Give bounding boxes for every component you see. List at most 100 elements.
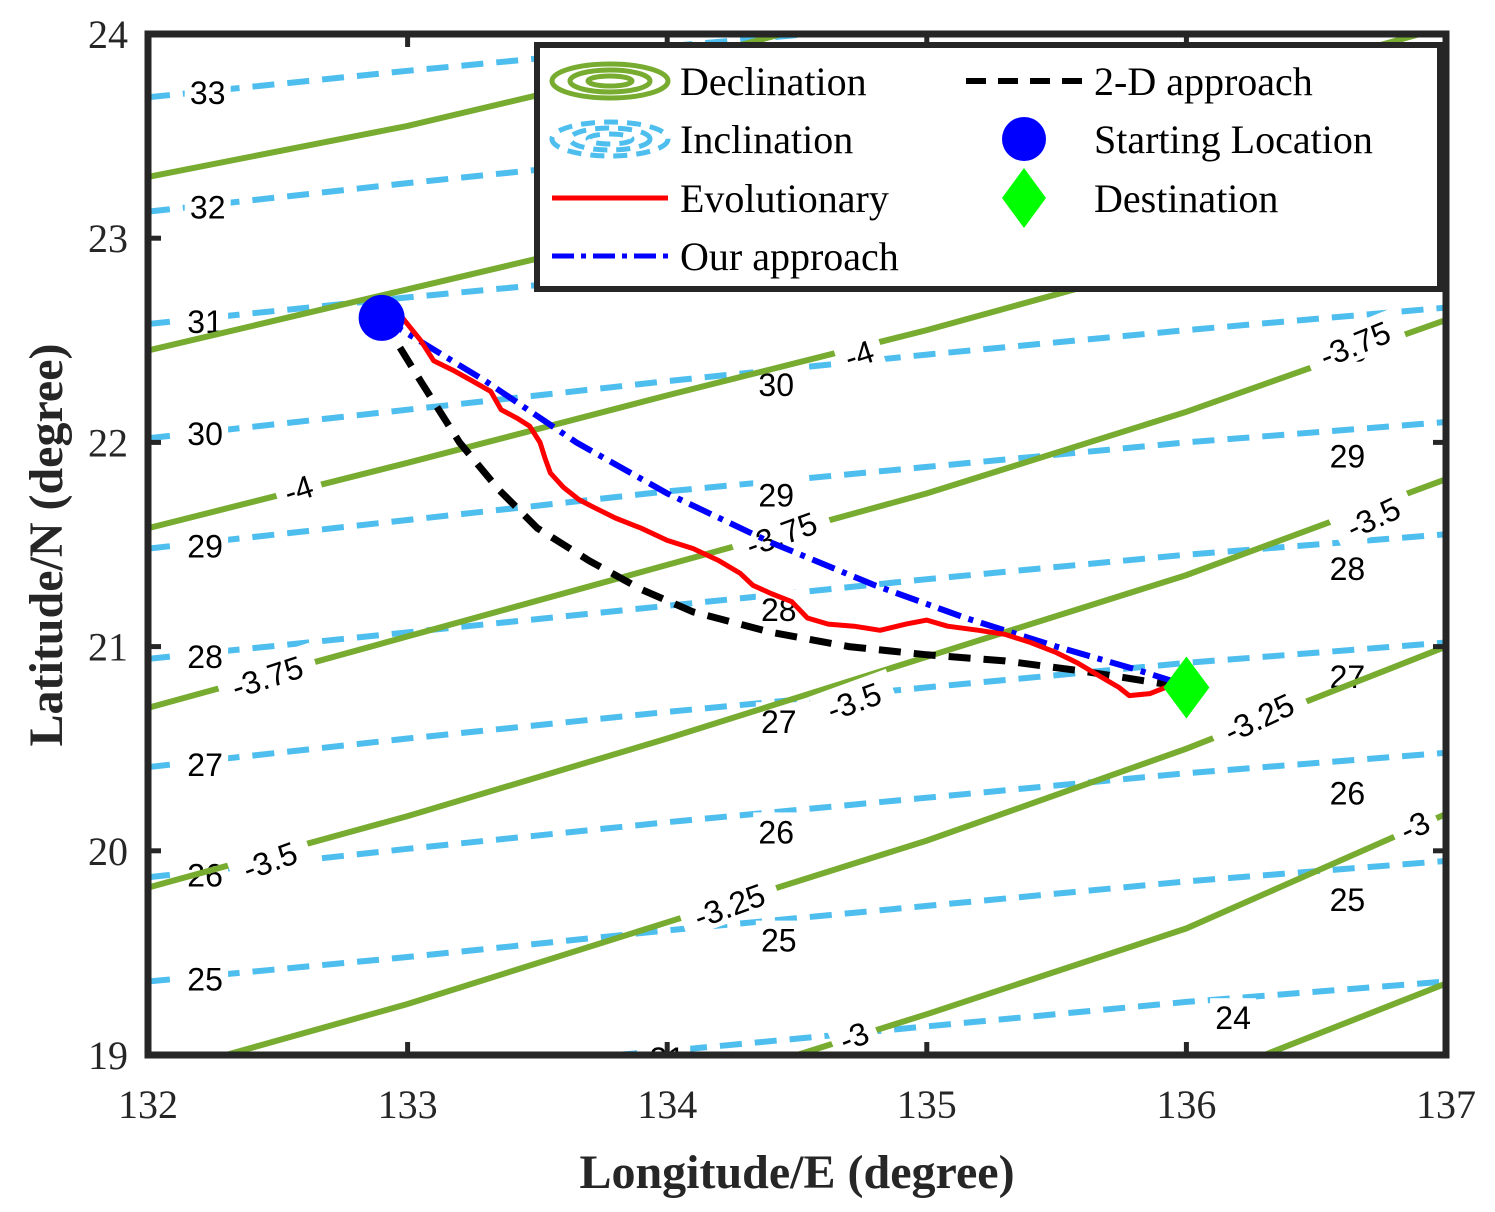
inclination-label-3: 30	[187, 416, 223, 452]
inclination-label-5: 28	[187, 639, 223, 675]
inclination-label-8-group: 25	[182, 959, 229, 997]
declination-label-7-background	[1205, 678, 1312, 754]
legend-swatch-starting-location	[1002, 117, 1046, 161]
x-tick-label: 132	[118, 1082, 178, 1127]
inclination-label-6: 27	[187, 747, 223, 783]
inclination-label-15-background	[1210, 998, 1257, 1035]
inclination-label-1-group: 32	[184, 187, 231, 226]
inclination-label-15: 24	[1215, 1000, 1251, 1036]
inclination-label-4: 29	[187, 529, 223, 565]
inclination-contour-26	[148, 749, 1446, 881]
legend-box	[534, 42, 1443, 292]
declination-label-9-background	[825, 1009, 882, 1055]
y-tick-label: 20	[88, 829, 128, 874]
inclination-label-7-group: 26	[182, 855, 229, 893]
inclination-label-14: 25	[761, 923, 797, 959]
declination-label-6-background	[675, 870, 782, 939]
inclination-label-5-group: 28	[182, 636, 229, 675]
legend-swatch-destination	[1002, 168, 1046, 228]
legend-label-starting-location: Starting Location	[1094, 117, 1373, 162]
series-evolutionary	[400, 316, 1167, 699]
legend-label-evolutionary: Evolutionary	[680, 176, 889, 221]
inclination-label-19-background	[1324, 773, 1371, 810]
inclination-label-3-group: 30	[182, 414, 229, 452]
x-tick-label: 133	[378, 1082, 438, 1127]
y-tick-label: 21	[88, 625, 128, 670]
inclination-label-0-group: 33	[184, 73, 231, 111]
tick-labels: 132 133 134 135 136 137 19 20 21 22 23 24	[88, 12, 1476, 1127]
inclination-label-17-background	[1324, 549, 1371, 585]
x-tick-label: 134	[637, 1082, 697, 1127]
inclination-label-0-background	[184, 73, 231, 110]
inclination-label-17-group: 28	[1324, 549, 1371, 587]
x-tick-label: 137	[1416, 1082, 1476, 1127]
inclination-label-8-background	[182, 959, 229, 996]
inclination-contour-30	[148, 304, 1446, 442]
inclination-label-20: 25	[1330, 882, 1366, 918]
legend-label-declination: Declination	[680, 59, 867, 104]
inclination-contour-27	[148, 639, 1446, 771]
legend-label-destination: Destination	[1094, 176, 1278, 221]
declination-label-0-group: -4	[831, 328, 887, 377]
declination-label-3-background	[213, 642, 320, 708]
declination-label-11-background	[1301, 307, 1408, 378]
inclination-label-10-background	[753, 475, 800, 512]
x-tick-label: 135	[897, 1082, 957, 1127]
y-tick-label: 23	[88, 216, 128, 261]
inclination-label-1-background	[184, 187, 231, 224]
inclination-label-6-background	[182, 745, 229, 781]
legend-swatch-inclination	[549, 119, 671, 159]
inclination-label-14-group: 25	[755, 920, 802, 959]
inclination-label-13-group: 26	[753, 812, 800, 850]
destination-marker	[1163, 656, 1210, 719]
declination-label-9-group: -3	[825, 1009, 882, 1055]
starting-location-marker	[358, 294, 405, 341]
inclination-label-20-group: 25	[1324, 879, 1371, 918]
inclination-label-16-background	[1324, 436, 1371, 473]
inclination-label-2-group: 31	[182, 301, 229, 340]
declination-contours: -4-4-3.75-3.75 -3.5-3.5-3.25-3.25-3.5-3-3…	[148, 34, 1446, 1055]
inclination-label-19: 26	[1330, 776, 1366, 812]
inclination-label-19-group: 26	[1324, 773, 1371, 812]
inclination-label-10: 29	[758, 478, 794, 514]
inclination-label-10-group: 29	[753, 475, 800, 514]
axes-frame	[144, 30, 1450, 1059]
declination-label-10-background	[1385, 798, 1443, 851]
legend-label-inclination: Inclination	[680, 117, 853, 162]
x-tick-label: 136	[1156, 1082, 1216, 1127]
series-2-d-approach	[378, 315, 1174, 689]
legend-swatch-declination	[549, 61, 671, 101]
series-our-approach	[380, 315, 1188, 689]
markers	[358, 294, 1210, 719]
inclination-label-15-group: 24	[1210, 998, 1257, 1036]
legend-label-our-approach: Our approach	[680, 234, 899, 279]
series-lines	[378, 315, 1188, 699]
declination-label-0-background	[831, 328, 887, 377]
inclination-label-16: 29	[1330, 439, 1366, 475]
inclination-label-0: 33	[190, 75, 226, 111]
inclination-label-13-background	[753, 812, 800, 849]
declination-contour-4	[148, 476, 1446, 891]
inclination-contour-29	[148, 419, 1446, 552]
declination-label-4-background	[808, 668, 899, 731]
declination-label-5-background	[224, 828, 314, 891]
inclination-label-4-background	[182, 526, 229, 563]
y-tick-label: 19	[88, 1033, 128, 1078]
inclination-label-17: 28	[1330, 551, 1366, 587]
declination-contour-7	[1263, 980, 1446, 1055]
declination-label-1-background	[270, 463, 326, 512]
legend: Declination Inclination Evolutionary Our…	[534, 42, 1443, 292]
declination-label-1-group: -4	[270, 463, 326, 512]
inclination-label-3-background	[182, 414, 229, 451]
declination-label-3-group: -3.75	[213, 642, 320, 708]
inclination-label-1: 32	[190, 190, 226, 226]
inclination-contour-25	[148, 858, 1446, 985]
inclination-label-16-group: 29	[1324, 436, 1371, 475]
inclination-label-13: 26	[758, 814, 794, 850]
y-tick-label: 22	[88, 420, 128, 465]
inclination-label-4-group: 29	[182, 526, 229, 565]
inclination-label-6-group: 27	[182, 745, 229, 783]
plot-area: 3332313029282726253029282726252429282726…	[148, 34, 1446, 1055]
inclination-label-5-background	[182, 636, 229, 673]
